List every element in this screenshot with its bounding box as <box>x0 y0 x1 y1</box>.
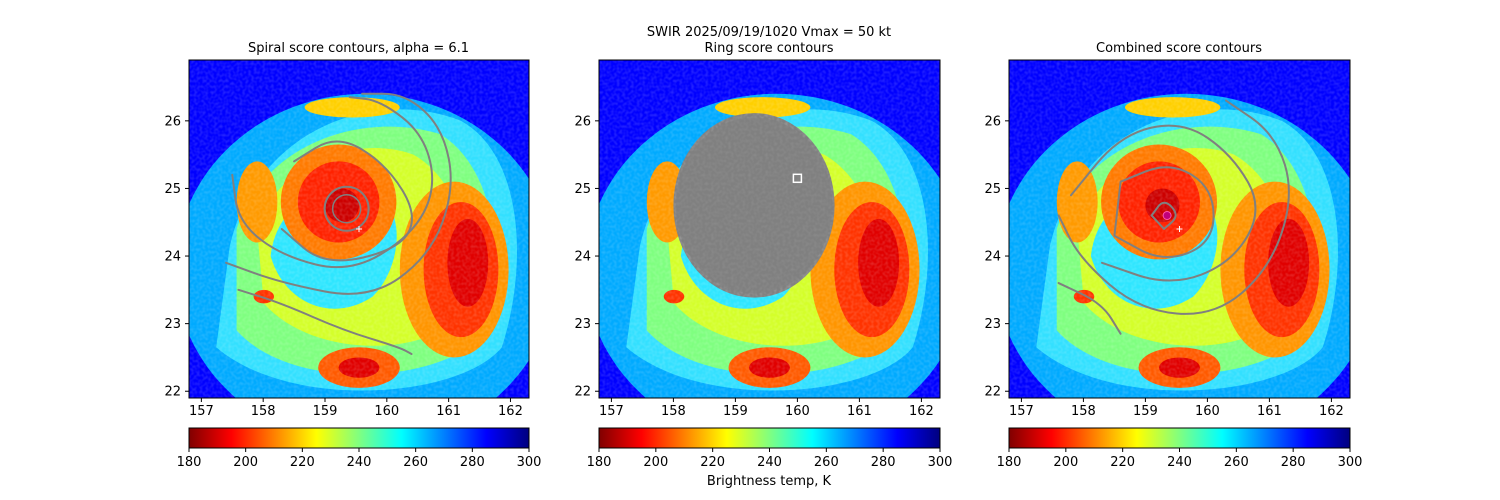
contour-lines <box>1057 99 1290 335</box>
colorbar-tick-label: 180 <box>177 455 202 470</box>
x-axis: 157 158 159 160 161 162 <box>599 398 934 419</box>
y-tick-label: 25 <box>984 182 1001 197</box>
x-tick-label: 161 <box>1257 404 1282 419</box>
colorbar: 180 200 220 240 260 280 300 <box>997 427 1363 470</box>
x-tick-label: 159 <box>1133 404 1158 419</box>
contour-line <box>1057 99 1290 315</box>
x-axis: 157 158 159 160 161 162 <box>1009 398 1344 419</box>
best-track-marker <box>356 226 362 232</box>
y-tick-label: 22 <box>164 385 181 400</box>
x-tick-label: 162 <box>498 404 523 419</box>
y-tick-label: 24 <box>984 250 1001 265</box>
y-tick-label: 22 <box>984 385 1001 400</box>
x-tick-label: 158 <box>1071 404 1096 419</box>
suptitle-line2-ring: Ring score contours <box>704 41 833 56</box>
markers <box>1162 210 1183 232</box>
contour-line <box>331 193 362 224</box>
contour-line <box>323 185 370 232</box>
center-marker <box>1162 210 1172 220</box>
colorbar-tick-label: 300 <box>1338 455 1363 470</box>
ring-center-marker <box>792 173 803 184</box>
contour-line <box>225 92 452 295</box>
colorbar-tick-label: 180 <box>587 455 612 470</box>
y-tick-label: 26 <box>574 114 591 129</box>
y-axis: 22 23 24 25 26 <box>164 114 189 400</box>
x-tick-label: 158 <box>251 404 276 419</box>
colorbar-tick-label: 260 <box>403 455 428 470</box>
panel-spiral: Spiral score contours, alpha = 6.1 157 15… <box>164 41 542 470</box>
y-tick-label: 23 <box>984 317 1001 332</box>
colorbar-label: Brightness temp, K <box>707 474 832 489</box>
colorbar-tick-label: 280 <box>460 455 485 470</box>
panel-title: Spiral score contours, alpha = 6.1 <box>248 41 469 56</box>
colorbar-tick-label: 240 <box>1167 455 1192 470</box>
colorbar: 180 200 220 240 260 280 300 <box>177 427 542 470</box>
contour-line <box>280 140 413 262</box>
colorbar: 180 200 220 240 260 280 300 Brightness temp, K <box>587 427 953 489</box>
colorbar-tick-label: 200 <box>643 455 668 470</box>
y-tick-label: 22 <box>574 385 591 400</box>
colorbar-tick-label: 240 <box>757 455 782 470</box>
panel-ring: Ring score contours 157 158 159 160 161 162 2… <box>574 41 953 489</box>
best-track-marker <box>1176 226 1183 232</box>
figure-suptitle: SWIR 2025/09/19/1020 Vmax = 50 kt <box>647 25 891 40</box>
x-tick-label: 157 <box>189 404 214 419</box>
y-tick-label: 26 <box>984 114 1001 129</box>
colorbar-tick-label: 220 <box>1110 455 1135 470</box>
y-tick-label: 24 <box>574 250 591 265</box>
x-tick-label: 162 <box>909 404 934 419</box>
markers <box>356 226 362 232</box>
colorbar-tick-label: 220 <box>290 455 315 470</box>
colorbar-tick-label: 240 <box>347 455 372 470</box>
colorbar-tick-label: 220 <box>700 455 725 470</box>
y-tick-label: 23 <box>574 317 591 332</box>
contour-lines <box>225 92 452 356</box>
ring-score-mask <box>673 113 835 298</box>
colorbar-tick-label: 200 <box>233 455 258 470</box>
x-tick-label: 160 <box>1195 404 1220 419</box>
x-tick-label: 158 <box>661 404 686 419</box>
contour-line <box>1057 282 1122 335</box>
contour-line <box>1113 166 1215 258</box>
markers <box>792 173 803 184</box>
x-tick-label: 160 <box>374 404 399 419</box>
y-tick-label: 24 <box>164 250 181 265</box>
colorbar-tick-label: 280 <box>871 455 896 470</box>
x-tick-label: 157 <box>1009 404 1034 419</box>
x-tick-label: 161 <box>436 404 461 419</box>
axes-frame <box>598 59 941 399</box>
ring-score-shade <box>675 117 833 294</box>
colorbar-tick-label: 180 <box>997 455 1022 470</box>
contour-line <box>231 96 434 269</box>
colorbar-tick-label: 200 <box>1053 455 1078 470</box>
axes-frame <box>1008 59 1351 399</box>
contour-line <box>1150 201 1177 230</box>
colorbar-tick-label: 260 <box>814 455 839 470</box>
y-axis: 22 23 24 25 26 <box>984 114 1009 400</box>
y-tick-label: 25 <box>574 182 591 197</box>
panel-title: Combined score contours <box>1096 41 1262 56</box>
panel-combined: Combined score contours 157 158 159 160 161 1… <box>984 41 1363 470</box>
x-tick-label: 162 <box>1319 404 1344 419</box>
y-tick-label: 23 <box>164 317 181 332</box>
x-tick-label: 157 <box>599 404 624 419</box>
colorbar-tick-label: 260 <box>1224 455 1249 470</box>
y-tick-label: 26 <box>164 114 181 129</box>
x-tick-label: 160 <box>785 404 810 419</box>
y-axis: 22 23 24 25 26 <box>574 114 599 400</box>
satellite-image <box>189 60 529 398</box>
contour-line <box>237 288 413 356</box>
x-axis: 157 158 159 160 161 162 <box>189 398 523 419</box>
contour-line <box>1070 124 1257 282</box>
x-tick-label: 161 <box>847 404 872 419</box>
colorbar-tick-label: 300 <box>517 455 542 470</box>
colorbar-tick-label: 280 <box>1281 455 1306 470</box>
axes-frame <box>188 59 530 399</box>
x-tick-label: 159 <box>313 404 338 419</box>
colorbar-tick-label: 300 <box>928 455 953 470</box>
x-tick-label: 159 <box>723 404 748 419</box>
y-tick-label: 25 <box>164 182 181 197</box>
